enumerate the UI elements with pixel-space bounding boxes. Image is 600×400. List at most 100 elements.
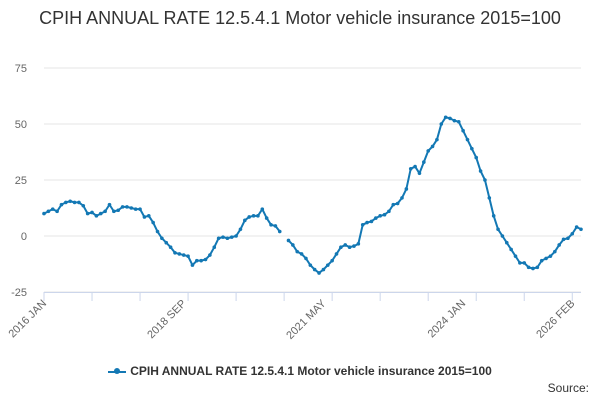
data-point[interactable] (374, 216, 378, 220)
data-point[interactable] (212, 245, 217, 249)
data-point[interactable] (125, 205, 129, 209)
data-point[interactable] (133, 207, 138, 211)
data-point[interactable] (55, 209, 59, 214)
data-point[interactable] (400, 196, 404, 200)
data-point[interactable] (164, 240, 169, 245)
data-point[interactable] (531, 266, 535, 271)
data-point[interactable] (299, 252, 304, 256)
data-point[interactable] (413, 164, 417, 169)
data-point[interactable] (535, 265, 540, 270)
data-point[interactable] (452, 118, 457, 123)
data-point[interactable] (186, 254, 190, 258)
data-point[interactable] (221, 235, 225, 239)
data-point[interactable] (160, 236, 164, 241)
data-point[interactable] (387, 209, 391, 214)
data-point[interactable] (365, 220, 369, 225)
data-point[interactable] (208, 253, 212, 257)
data-point[interactable] (247, 215, 251, 219)
data-point[interactable] (343, 243, 348, 247)
data-point[interactable] (574, 225, 579, 229)
data-point[interactable] (461, 128, 465, 133)
data-point[interactable] (190, 263, 195, 267)
data-point[interactable] (500, 234, 505, 238)
data-point[interactable] (478, 169, 483, 173)
data-point[interactable] (557, 243, 561, 247)
data-point[interactable] (291, 243, 295, 247)
data-point[interactable] (544, 256, 548, 261)
data-point[interactable] (173, 251, 177, 255)
data-point[interactable] (90, 210, 94, 215)
data-point[interactable] (334, 252, 339, 256)
data-point[interactable] (426, 149, 430, 153)
data-point[interactable] (286, 238, 291, 243)
data-point[interactable] (439, 122, 444, 126)
data-point[interactable] (435, 137, 439, 142)
data-point[interactable] (483, 178, 487, 182)
data-point[interactable] (269, 223, 273, 227)
data-point[interactable] (422, 160, 426, 164)
data-point[interactable] (273, 224, 278, 228)
data-point[interactable] (408, 167, 413, 171)
data-point[interactable] (256, 214, 260, 218)
data-point[interactable] (448, 116, 452, 121)
data-point[interactable] (522, 261, 527, 265)
data-point[interactable] (243, 218, 247, 223)
data-point[interactable] (195, 258, 199, 263)
data-point[interactable] (304, 256, 308, 261)
data-point[interactable] (216, 236, 221, 241)
data-point[interactable] (129, 206, 134, 210)
data-point[interactable] (98, 211, 103, 216)
data-point[interactable] (151, 220, 155, 225)
data-point[interactable] (325, 263, 330, 267)
data-point[interactable] (81, 203, 86, 208)
data-point[interactable] (234, 234, 238, 238)
data-point[interactable] (504, 240, 509, 245)
data-point[interactable] (50, 207, 55, 211)
data-point[interactable] (539, 258, 544, 263)
data-point[interactable] (312, 267, 317, 272)
data-point[interactable] (168, 245, 173, 249)
data-point[interactable] (430, 144, 435, 149)
data-point[interactable] (566, 236, 570, 241)
data-point[interactable] (382, 212, 387, 217)
data-point[interactable] (112, 209, 116, 214)
data-point[interactable] (181, 253, 186, 257)
data-point[interactable] (308, 263, 313, 267)
data-point[interactable] (352, 244, 356, 248)
data-point[interactable] (339, 245, 343, 249)
data-point[interactable] (465, 137, 470, 142)
data-point[interactable] (142, 215, 147, 219)
data-point[interactable] (295, 249, 300, 254)
data-point[interactable] (548, 254, 553, 258)
data-point[interactable] (120, 205, 125, 209)
data-point[interactable] (347, 245, 352, 249)
data-point[interactable] (138, 207, 142, 211)
data-point[interactable] (59, 202, 64, 207)
data-point[interactable] (264, 216, 269, 220)
data-point[interactable] (155, 229, 160, 234)
data-point[interactable] (103, 209, 107, 214)
data-point[interactable] (317, 271, 321, 275)
data-point[interactable] (526, 265, 531, 270)
data-point[interactable] (561, 237, 566, 242)
data-point[interactable] (85, 211, 90, 216)
data-point[interactable] (277, 229, 282, 234)
data-point[interactable] (356, 242, 361, 246)
data-point[interactable] (68, 199, 72, 204)
data-point[interactable] (553, 249, 557, 254)
data-point[interactable] (64, 200, 68, 205)
data-point[interactable] (513, 254, 518, 258)
data-point[interactable] (417, 171, 422, 176)
data-point[interactable] (321, 267, 326, 272)
data-point[interactable] (238, 227, 243, 232)
data-point[interactable] (496, 227, 500, 232)
data-point[interactable] (330, 258, 334, 263)
data-point[interactable] (579, 227, 583, 232)
data-point[interactable] (251, 214, 256, 218)
data-point[interactable] (225, 236, 230, 241)
data-point[interactable] (369, 219, 374, 224)
data-point[interactable] (456, 119, 461, 124)
data-point[interactable] (360, 223, 365, 227)
data-point[interactable] (46, 209, 51, 214)
data-point[interactable] (395, 201, 400, 206)
